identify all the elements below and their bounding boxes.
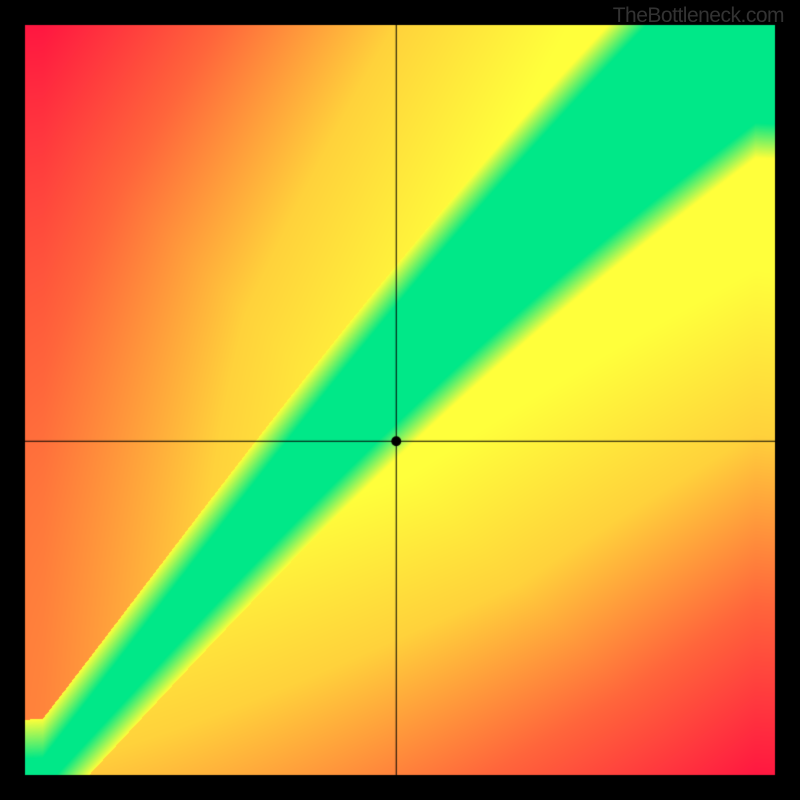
heatmap-canvas [0, 0, 800, 800]
watermark-text: TheBottleneck.com [613, 4, 784, 28]
chart-container: TheBottleneck.com [0, 0, 800, 800]
